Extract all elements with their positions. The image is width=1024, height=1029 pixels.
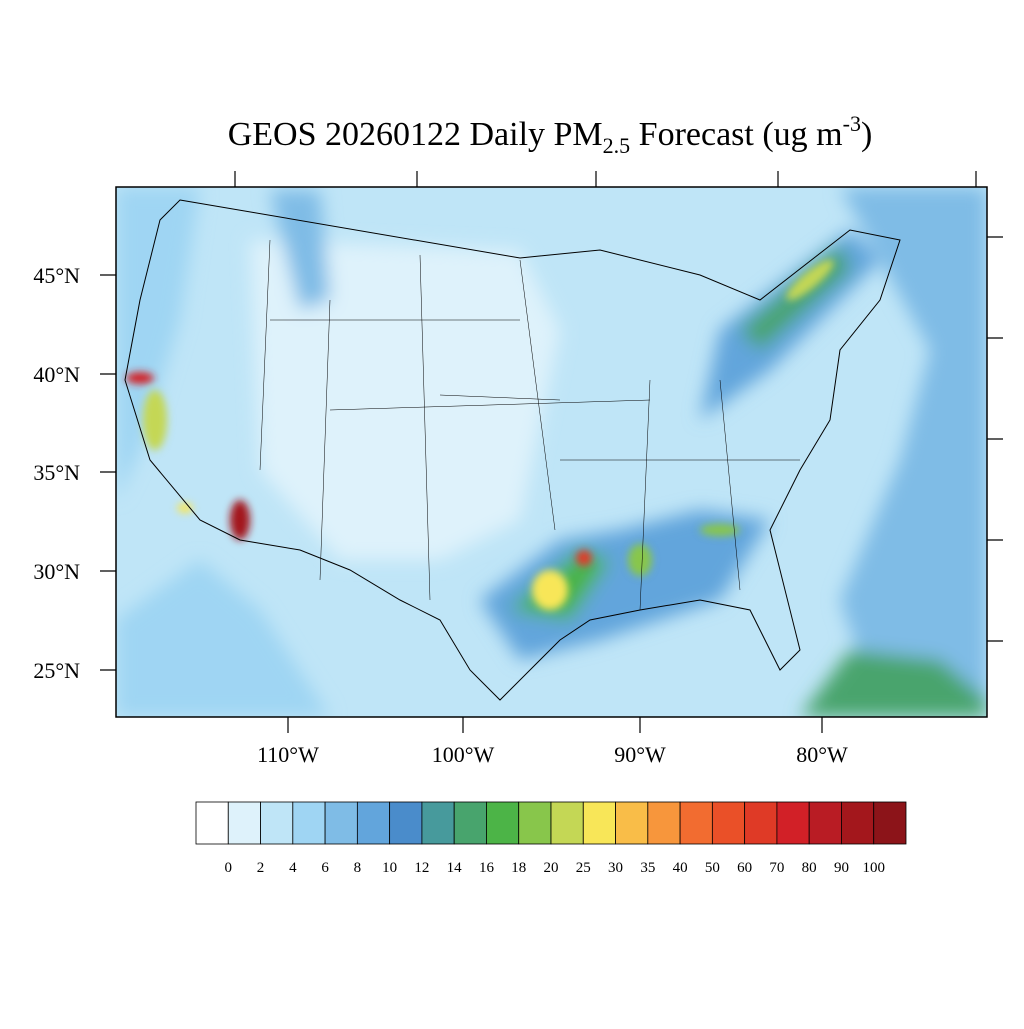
colorbar-label: 14 (447, 860, 463, 876)
colorbar-box (550, 801, 584, 845)
colorbar-box (324, 801, 358, 845)
colorbar-box (582, 801, 616, 845)
colorbar-box (389, 801, 423, 845)
pm25-field (116, 187, 987, 717)
lat-label: 30°N (33, 559, 80, 584)
lon-label: 100°W (432, 742, 495, 767)
colorbar-box (679, 801, 713, 845)
colorbar-box (711, 801, 746, 845)
colorbar-label: 6 (321, 860, 329, 876)
colorbar-label: 12 (414, 860, 429, 876)
colorbar-label: 4 (289, 860, 297, 876)
colorbar-box (486, 801, 520, 845)
lat-label: 45°N (33, 263, 80, 288)
colorbar-label: 90 (834, 860, 849, 876)
colorbar-label: 35 (640, 860, 655, 876)
colorbar-label: 70 (769, 860, 784, 876)
colorbar-box (421, 801, 455, 845)
colorbar-box (260, 801, 294, 845)
lon-label: 110°W (257, 742, 319, 767)
colorbar-box (776, 801, 810, 845)
colorbar-label: 8 (354, 860, 362, 876)
colorbar-label: 40 (673, 860, 688, 876)
colorbar-box (615, 801, 649, 845)
colorbar-box (227, 801, 261, 845)
lat-label: 40°N (33, 362, 80, 387)
colorbar-label: 60 (737, 860, 752, 876)
colorbar-box (647, 801, 681, 845)
colorbar-box (518, 801, 552, 845)
colorbar-label: 20 (544, 860, 559, 876)
colorbar-box (873, 801, 907, 845)
colorbar-label: 100 (862, 860, 885, 876)
title: GEOS 20260122 Daily PM2.5 Forecast (ug m… (228, 111, 873, 158)
colorbar-box (841, 801, 875, 845)
colorbar-label: 25 (576, 860, 591, 876)
colorbar-label: 80 (802, 860, 817, 876)
colorbar-label: 0 (225, 860, 233, 876)
map-frame (115, 186, 988, 718)
colorbar-label: 18 (511, 860, 526, 876)
colorbar-label: 30 (608, 860, 623, 876)
colorbar-label: 16 (479, 860, 495, 876)
colorbar-box (356, 801, 391, 845)
lon-label: 80°W (796, 742, 848, 767)
ticks (100, 171, 1003, 733)
colorbar-box (744, 801, 778, 845)
colorbar-box (453, 801, 487, 845)
colorbar-label: 10 (382, 860, 397, 876)
colorbar-box (195, 801, 229, 845)
colorbar-box (292, 801, 326, 845)
lat-label: 25°N (33, 658, 80, 683)
colorbar-label: 50 (705, 860, 720, 876)
colorbar-label: 2 (257, 860, 265, 876)
lon-label: 90°W (614, 742, 666, 767)
lat-label: 35°N (33, 460, 80, 485)
colorbar-box (808, 801, 842, 845)
